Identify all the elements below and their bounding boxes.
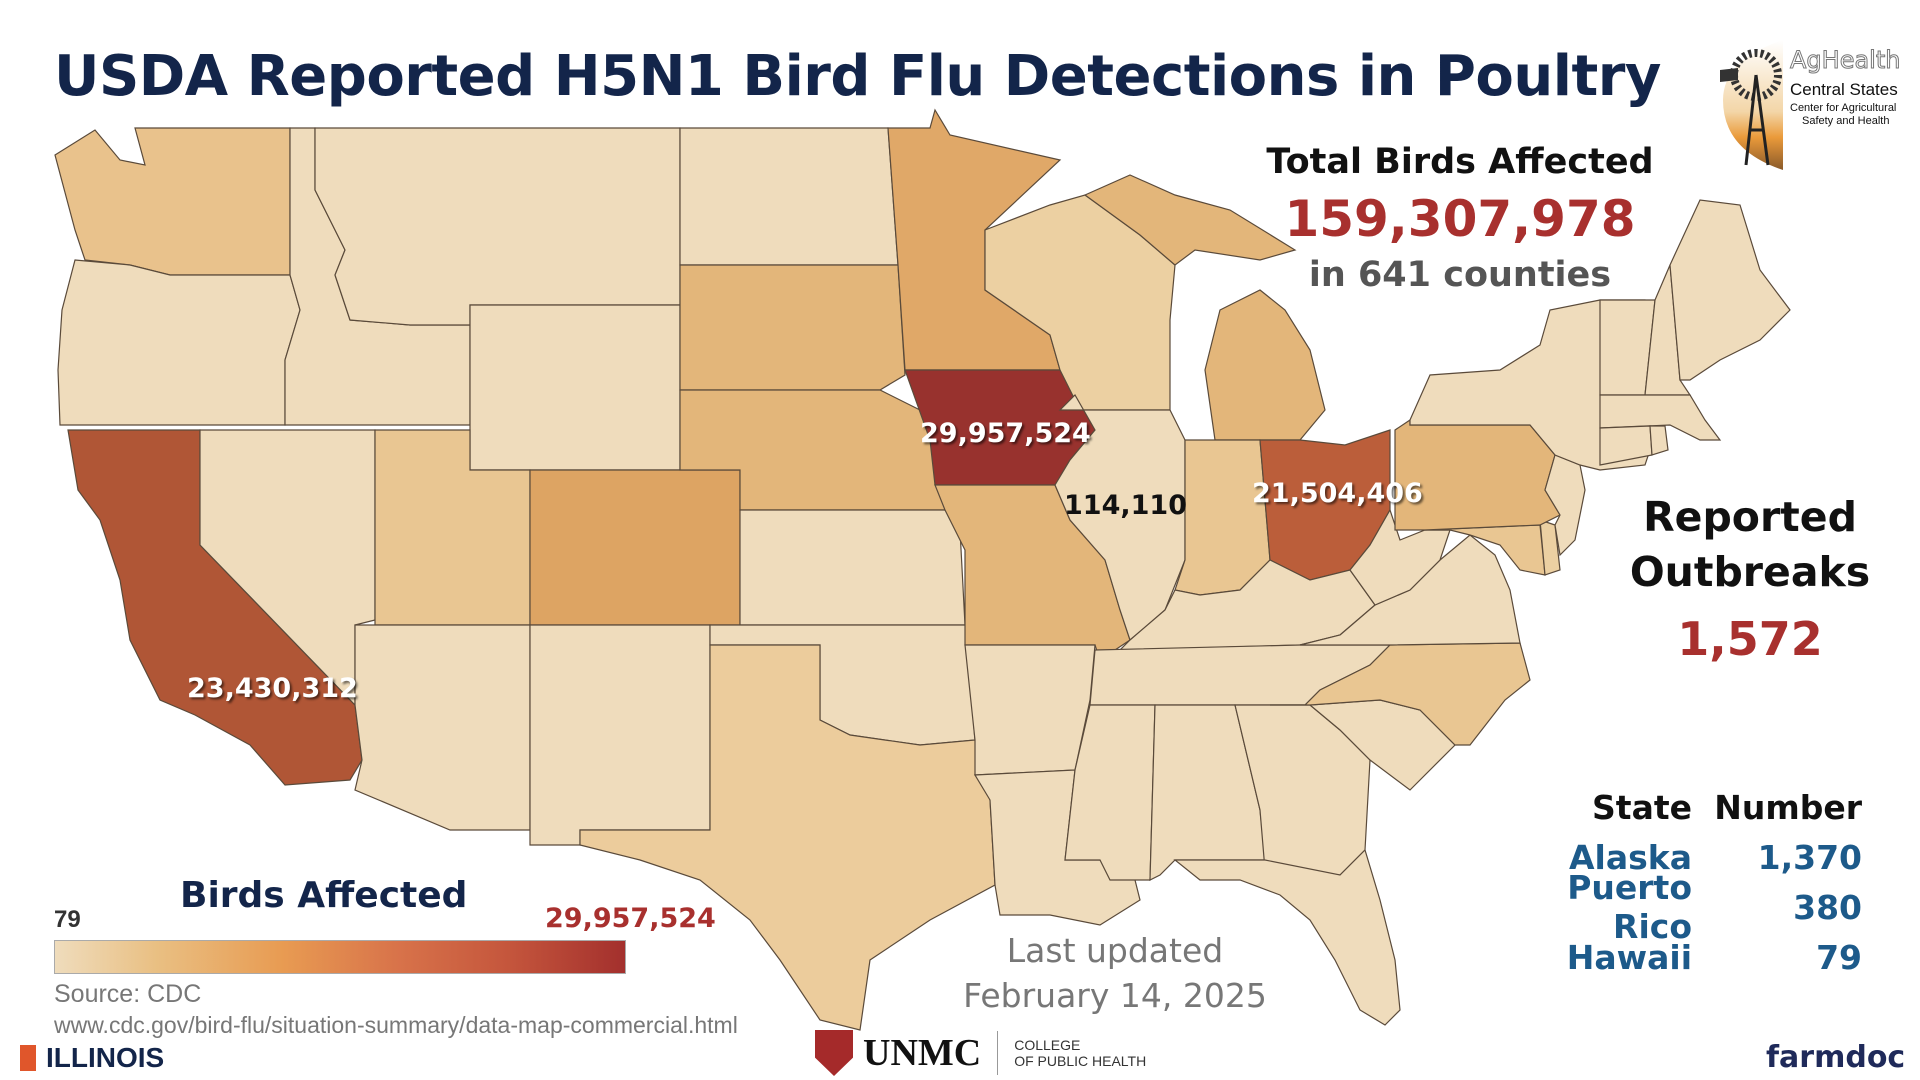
state-rhode-island (1649, 425, 1669, 456)
unmc-wordmark: UNMC (863, 1032, 982, 1074)
row-number: 1,370 (1757, 837, 1862, 877)
row-state: Hawaii (1566, 937, 1692, 977)
last-updated-label: Last updated (1006, 931, 1224, 970)
unmc-divider (997, 1031, 999, 1075)
source-label: Source: CDC (54, 980, 202, 1008)
illinois-logo: ILLINOIS (20, 1042, 164, 1074)
other-states-table: State Number Alaska 1,370 Puerto Rico 38… (1480, 782, 1880, 982)
state-maine (1669, 199, 1791, 381)
state-florida (1173, 848, 1401, 1026)
legend-color-scale (54, 940, 626, 974)
state-washington (54, 127, 291, 276)
aghealth-region: Central States (1790, 80, 1898, 99)
row-number: 380 (1793, 887, 1862, 927)
outbreaks-label-line2: Outbreaks (1629, 548, 1871, 596)
unmc-subtitle-line1: COLLEGE (1014, 1037, 1081, 1053)
table-row: Puerto Rico 380 (1480, 868, 1880, 946)
aghealth-subtitle: Center for Agricultural Safety and Healt… (1790, 102, 1896, 128)
total-birds-label: Total Birds Affected (1266, 142, 1654, 182)
state-oregon (57, 259, 301, 426)
windmill-icon (1720, 40, 1783, 170)
state-michigan (1204, 289, 1326, 441)
state-indiana (1174, 439, 1271, 596)
label-ohio: 21,504,406 (1252, 478, 1423, 509)
outbreaks-value: 1,572 (1677, 612, 1823, 666)
state-new-mexico (529, 624, 711, 846)
illinois-wordmark: ILLINOIS (46, 1042, 165, 1073)
state-north-carolina (1270, 642, 1531, 746)
header-number: Number (1714, 787, 1862, 827)
state-texas (579, 644, 996, 1031)
state-wyoming (469, 304, 681, 471)
state-new-jersey (1544, 454, 1586, 557)
state-pennsylvania (1394, 418, 1561, 531)
state-montana (314, 127, 681, 326)
aghealth-subtitle-line2: Safety and Health (1802, 115, 1890, 127)
legend-min: 79 (54, 906, 81, 933)
row-state: Alaska (1569, 837, 1692, 877)
unmc-shield-icon (815, 1030, 853, 1076)
state-kansas (739, 509, 966, 626)
state-north-dakota (679, 127, 899, 266)
state-arizona (354, 624, 531, 831)
legend-max: 29,957,524 (545, 903, 716, 934)
state-new-hampshire (1644, 264, 1692, 396)
source-url: www.cdc.gov/bird-flu/situation-summary/d… (54, 1012, 738, 1038)
illinois-i-icon (20, 1045, 36, 1071)
aghealth-name: AgHealth (1789, 46, 1901, 75)
state-michigan-upper (1083, 174, 1297, 266)
unmc-subtitle: COLLEGE OF PUBLIC HEALTH (1014, 1037, 1146, 1069)
row-number: 79 (1816, 937, 1862, 977)
table-row: Alaska 1,370 (1480, 832, 1880, 882)
state-south-dakota (679, 264, 906, 391)
counties-text: in 641 counties (1308, 255, 1612, 295)
state-delaware (1539, 519, 1561, 576)
farmdoc-logo: farmdoc (1766, 1040, 1906, 1075)
label-iowa: 29,957,524 (920, 418, 1091, 449)
total-birds-value: 159,307,978 (1284, 190, 1636, 248)
label-california: 23,430,312 (187, 673, 358, 704)
last-updated-date: February 14, 2025 (963, 976, 1267, 1015)
aghealth-subtitle-line1: Center for Agricultural (1790, 102, 1897, 114)
last-updated: Last updated February 14, 2025 (940, 928, 1290, 1018)
state-arkansas (964, 644, 1096, 776)
table-row: Hawaii 79 (1480, 932, 1880, 982)
state-colorado (529, 469, 741, 626)
legend-title: Birds Affected (180, 875, 468, 916)
unmc-logo: UNMC COLLEGE OF PUBLIC HEALTH (815, 1030, 1146, 1076)
aghealth-logo: AgHealth Central States Center for Agric… (1718, 40, 1908, 170)
label-illinois: 114,110 (1064, 490, 1187, 521)
header-state: State (1592, 787, 1692, 827)
outbreaks-label-line1: Reported (1643, 493, 1857, 541)
row-state: Puerto Rico (1567, 868, 1692, 946)
table-header: State Number (1480, 782, 1880, 832)
page-title: USDA Reported H5N1 Bird Flu Detections i… (54, 44, 1661, 109)
unmc-subtitle-line2: OF PUBLIC HEALTH (1014, 1053, 1147, 1069)
